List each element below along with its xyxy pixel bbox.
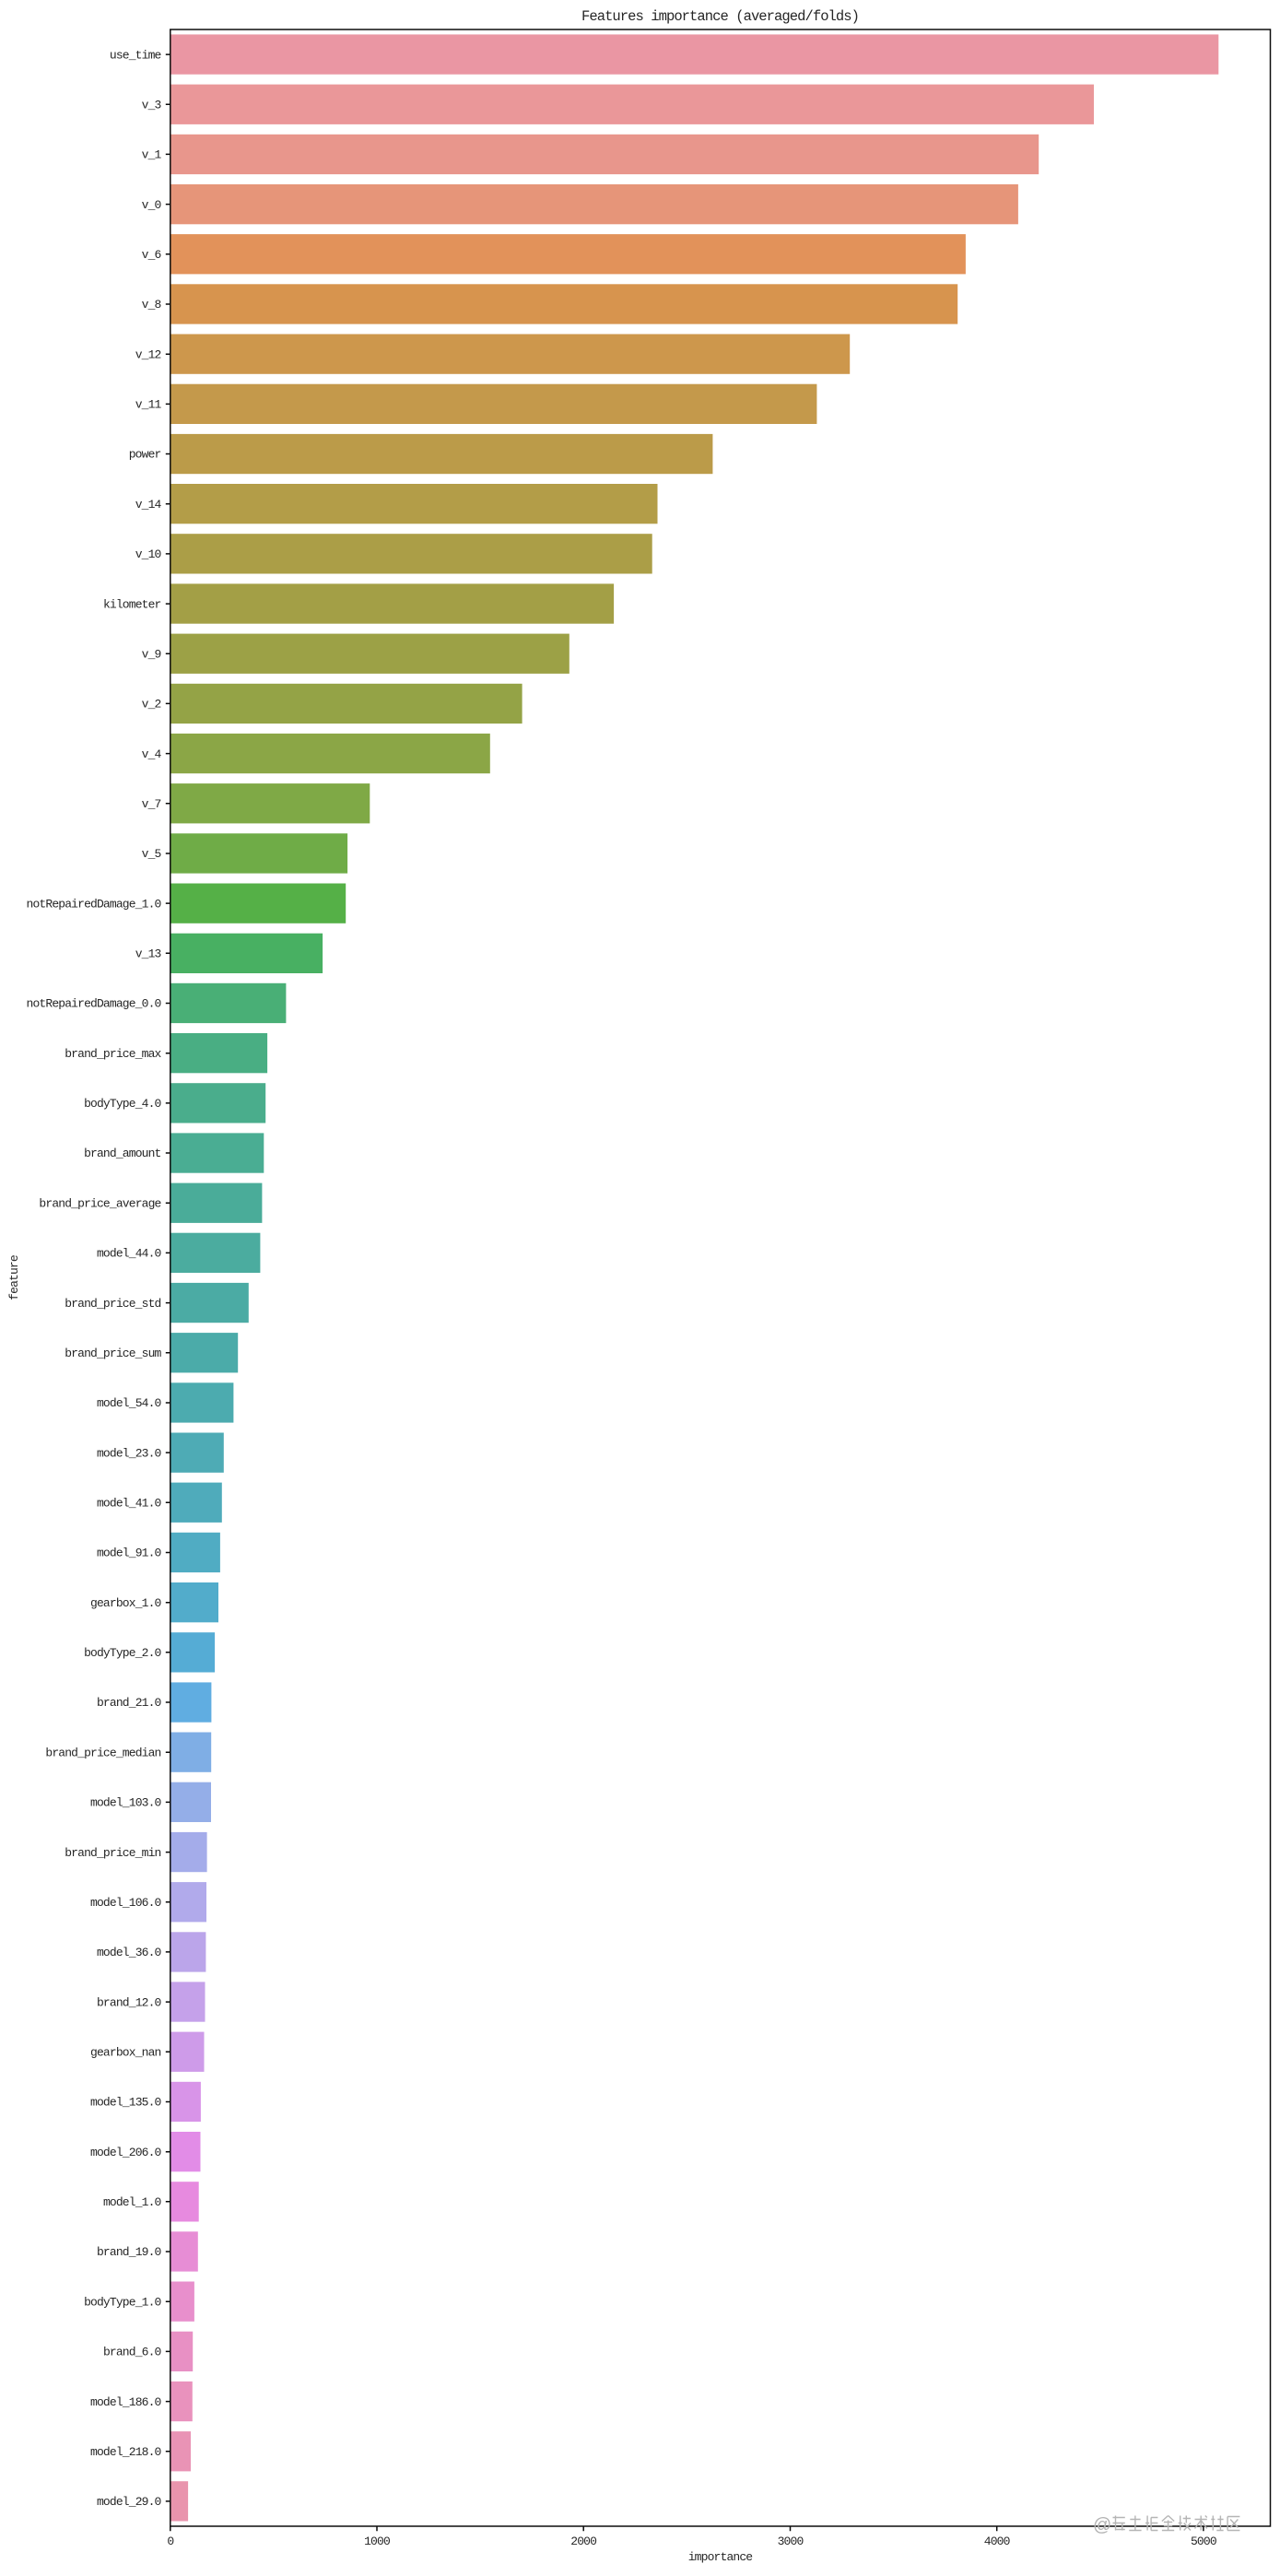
svg-text:v_12: v_12 — [135, 347, 161, 361]
svg-text:2000: 2000 — [570, 2535, 596, 2548]
svg-text:model_218.0: model_218.0 — [90, 2445, 161, 2459]
svg-text:brand_price_average: brand_price_average — [39, 1196, 160, 1210]
svg-text:5000: 5000 — [1191, 2535, 1216, 2548]
svg-text:model_23.0: model_23.0 — [97, 1446, 161, 1460]
svg-text:v_8: v_8 — [142, 298, 161, 312]
svg-text:v_6: v_6 — [142, 248, 161, 262]
svg-text:notRepairedDamage_1.0: notRepairedDamage_1.0 — [27, 897, 161, 911]
svg-text:model_91.0: model_91.0 — [97, 1547, 161, 1560]
svg-text:bodyType_1.0: bodyType_1.0 — [84, 2295, 160, 2309]
svg-text:v_5: v_5 — [142, 847, 161, 861]
svg-text:v_11: v_11 — [135, 398, 162, 412]
svg-text:brand_price_max: brand_price_max — [65, 1047, 161, 1061]
svg-text:brand_6.0: brand_6.0 — [103, 2346, 161, 2359]
svg-text:brand_amount: brand_amount — [84, 1147, 160, 1160]
svg-text:Features importance (averaged/: Features importance (averaged/folds) — [581, 8, 859, 25]
svg-text:model_36.0: model_36.0 — [97, 1946, 161, 1959]
svg-text:v_7: v_7 — [142, 797, 161, 811]
svg-text:feature: feature — [7, 1255, 21, 1300]
svg-text:brand_price_median: brand_price_median — [45, 1746, 160, 1759]
svg-text:v_3: v_3 — [142, 99, 161, 112]
svg-text:bodyType_4.0: bodyType_4.0 — [84, 1097, 160, 1111]
svg-text:v_0: v_0 — [142, 198, 161, 212]
svg-text:v_13: v_13 — [135, 947, 161, 961]
svg-text:v_1: v_1 — [142, 148, 162, 162]
svg-text:v_4: v_4 — [142, 747, 162, 761]
svg-text:v_14: v_14 — [135, 498, 162, 512]
svg-text:gearbox_nan: gearbox_nan — [90, 2046, 161, 2060]
svg-text:3000: 3000 — [778, 2535, 804, 2548]
svg-text:notRepairedDamage_0.0: notRepairedDamage_0.0 — [27, 997, 161, 1011]
svg-text:model_103.0: model_103.0 — [90, 1796, 161, 1810]
svg-text:v_10: v_10 — [135, 547, 161, 561]
svg-text:v_9: v_9 — [142, 648, 161, 662]
svg-text:model_41.0: model_41.0 — [97, 1497, 161, 1511]
svg-text:model_106.0: model_106.0 — [90, 1896, 161, 1910]
svg-text:model_54.0: model_54.0 — [97, 1396, 161, 1410]
svg-text:model_44.0: model_44.0 — [97, 1247, 161, 1261]
svg-text:model_135.0: model_135.0 — [90, 2096, 161, 2110]
svg-text:4000: 4000 — [984, 2535, 1010, 2548]
svg-text:kilometer: kilometer — [103, 597, 161, 611]
svg-text:model_206.0: model_206.0 — [90, 2146, 161, 2159]
svg-text:use_time: use_time — [110, 48, 161, 62]
svg-text:v_2: v_2 — [142, 698, 161, 712]
svg-text:power: power — [129, 448, 161, 462]
svg-text:0: 0 — [167, 2535, 173, 2548]
svg-text:brand_price_sum: brand_price_sum — [65, 1347, 161, 1360]
svg-text:brand_21.0: brand_21.0 — [97, 1696, 161, 1710]
svg-text:model_29.0: model_29.0 — [97, 2495, 161, 2509]
svg-text:model_186.0: model_186.0 — [90, 2395, 161, 2409]
svg-text:importance: importance — [688, 2550, 753, 2564]
svg-text:@: @ — [1093, 2515, 1111, 2535]
svg-text:brand_19.0: brand_19.0 — [97, 2245, 161, 2259]
svg-text:brand_12.0: brand_12.0 — [97, 1995, 161, 2009]
svg-text:gearbox_1.0: gearbox_1.0 — [90, 1596, 161, 1610]
svg-text:1000: 1000 — [364, 2535, 390, 2548]
svg-text:bodyType_2.0: bodyType_2.0 — [84, 1646, 160, 1660]
svg-text:model_1.0: model_1.0 — [103, 2195, 161, 2209]
svg-text:brand_price_min: brand_price_min — [65, 1846, 160, 1860]
svg-text:brand_price_std: brand_price_std — [65, 1297, 160, 1311]
